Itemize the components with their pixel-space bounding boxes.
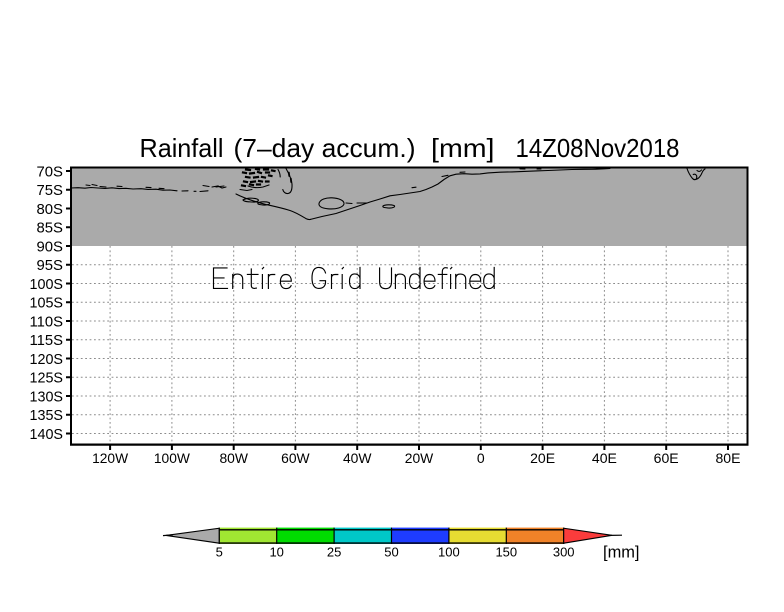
svg-text:[mm]: [mm] xyxy=(603,543,640,562)
svg-text:[mm]: [mm] xyxy=(431,133,495,163)
svg-text:75S: 75S xyxy=(37,182,64,199)
svg-text:14Z08Nov2018: 14Z08Nov2018 xyxy=(516,133,680,163)
svg-text:105S: 105S xyxy=(30,295,64,312)
svg-text:50: 50 xyxy=(384,544,398,559)
svg-text:115S: 115S xyxy=(30,332,64,349)
svg-text:Rainfall: Rainfall xyxy=(140,133,224,163)
svg-text:130S: 130S xyxy=(30,388,64,405)
svg-text:40W: 40W xyxy=(343,450,372,466)
svg-text:20W: 20W xyxy=(405,450,434,466)
svg-text:80W: 80W xyxy=(219,450,248,466)
svg-text:0: 0 xyxy=(477,450,485,466)
svg-text:110S: 110S xyxy=(30,313,64,330)
svg-text:20E: 20E xyxy=(530,450,555,466)
svg-text:40E: 40E xyxy=(592,450,617,466)
svg-text:100S: 100S xyxy=(30,276,64,293)
svg-text:95S: 95S xyxy=(37,257,64,274)
svg-text:80E: 80E xyxy=(716,450,741,466)
svg-text:60E: 60E xyxy=(654,450,679,466)
svg-text:100W: 100W xyxy=(154,450,191,466)
svg-text:25: 25 xyxy=(327,544,341,559)
svg-text:135S: 135S xyxy=(30,407,64,424)
svg-text:5: 5 xyxy=(216,544,223,559)
svg-text:120S: 120S xyxy=(30,351,64,368)
svg-text:150: 150 xyxy=(495,544,517,559)
svg-text:100: 100 xyxy=(438,544,460,559)
svg-text:80S: 80S xyxy=(37,201,64,218)
svg-text:120W: 120W xyxy=(92,450,129,466)
svg-text:90S: 90S xyxy=(37,238,64,255)
svg-text:85S: 85S xyxy=(37,220,64,237)
svg-text:(7–day accum.): (7–day accum.) xyxy=(234,133,416,163)
svg-text:10: 10 xyxy=(269,544,283,559)
svg-text:70S: 70S xyxy=(37,163,64,180)
svg-text:300: 300 xyxy=(553,544,575,559)
svg-text:60W: 60W xyxy=(281,450,310,466)
svg-text:125S: 125S xyxy=(30,370,64,387)
svg-text:140S: 140S xyxy=(30,426,64,443)
